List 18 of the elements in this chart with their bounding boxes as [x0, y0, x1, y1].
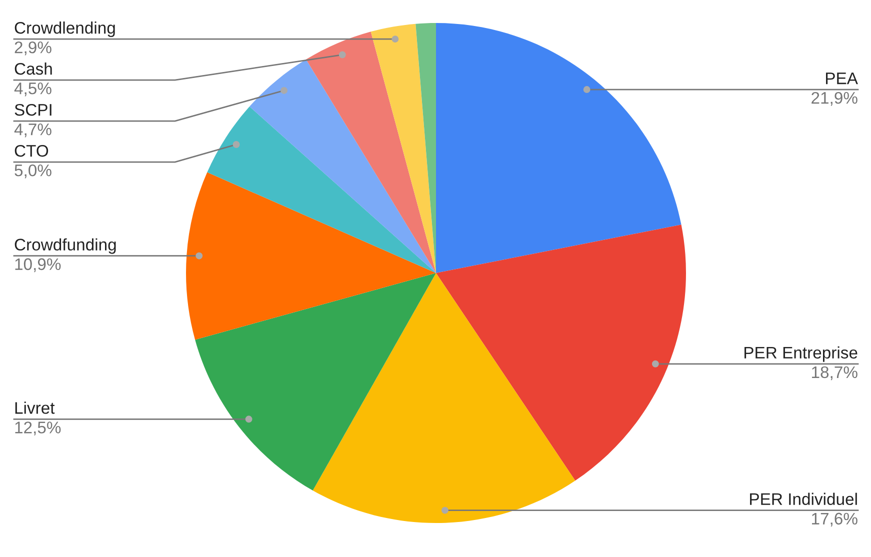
- data-label: 10,9%: [15, 258, 61, 272]
- slice-label: Crowdlending: [14, 22, 115, 38]
- data-label: 4,5%: [14, 82, 52, 96]
- data-label: 12,5%: [15, 422, 61, 436]
- slice-label: Crowdfunding: [14, 238, 116, 254]
- slice-label: Livret: [15, 402, 55, 414]
- data-label: 17,6%: [812, 512, 858, 527]
- data-label: 5,0%: [14, 164, 52, 178]
- slice-label: PER Individuel: [750, 492, 857, 506]
- slice-label: CTO: [14, 144, 48, 157]
- slice-label: Cash: [14, 62, 52, 75]
- data-label: 4,7%: [14, 124, 52, 138]
- slice-label: PER Entreprise: [744, 346, 858, 362]
- data-label: 2,9%: [14, 41, 52, 56]
- data-label: 18,7%: [812, 366, 858, 380]
- data-label: 21,9%: [812, 92, 858, 106]
- slice-label: SCPI: [14, 104, 52, 116]
- slice-label: PEA: [826, 72, 858, 84]
